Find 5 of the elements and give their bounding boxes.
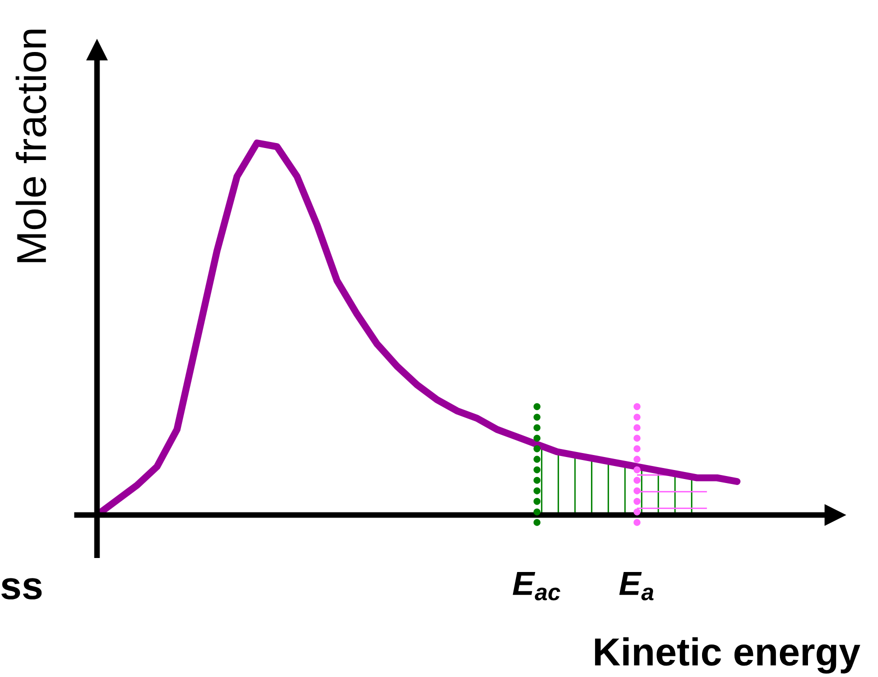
text: E$_{a}$ [619, 572, 654, 600]
x-axis-title: Kinetic energy [595, 637, 860, 674]
text: E$_{ac}$ [512, 572, 560, 600]
text: ss [1, 578, 42, 600]
y-axis-title: Mole fraction [16, 30, 46, 262]
